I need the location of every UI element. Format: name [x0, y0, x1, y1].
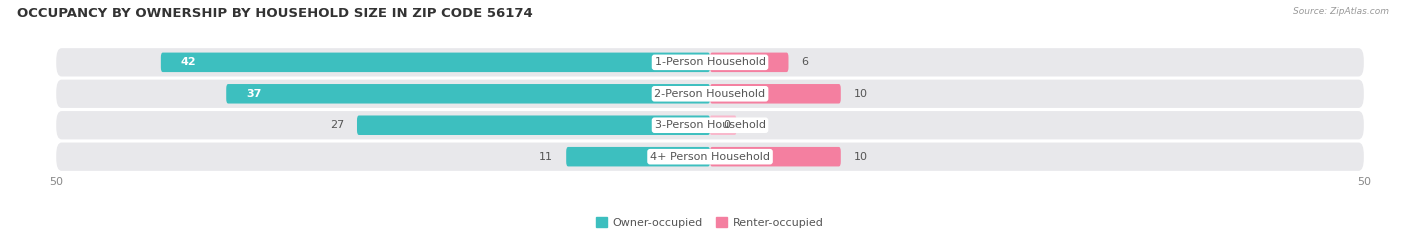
Text: 3-Person Household: 3-Person Household — [655, 120, 765, 130]
Text: 27: 27 — [329, 120, 344, 130]
Text: 10: 10 — [853, 152, 868, 162]
Text: 2-Person Household: 2-Person Household — [654, 89, 766, 99]
Text: 11: 11 — [538, 152, 553, 162]
FancyBboxPatch shape — [226, 84, 710, 103]
FancyBboxPatch shape — [710, 53, 789, 72]
Text: 6: 6 — [801, 57, 808, 67]
FancyBboxPatch shape — [357, 116, 710, 135]
FancyBboxPatch shape — [567, 147, 710, 166]
Text: Source: ZipAtlas.com: Source: ZipAtlas.com — [1294, 7, 1389, 16]
FancyBboxPatch shape — [160, 53, 710, 72]
FancyBboxPatch shape — [710, 84, 841, 103]
FancyBboxPatch shape — [56, 48, 1364, 76]
Text: OCCUPANCY BY OWNERSHIP BY HOUSEHOLD SIZE IN ZIP CODE 56174: OCCUPANCY BY OWNERSHIP BY HOUSEHOLD SIZE… — [17, 7, 533, 20]
FancyBboxPatch shape — [710, 147, 841, 166]
FancyBboxPatch shape — [56, 111, 1364, 139]
FancyBboxPatch shape — [56, 80, 1364, 108]
FancyBboxPatch shape — [56, 143, 1364, 171]
Text: 37: 37 — [246, 89, 262, 99]
Text: 0: 0 — [723, 120, 730, 130]
Legend: Owner-occupied, Renter-occupied: Owner-occupied, Renter-occupied — [592, 213, 828, 232]
Text: 4+ Person Household: 4+ Person Household — [650, 152, 770, 162]
Text: 10: 10 — [853, 89, 868, 99]
Text: 1-Person Household: 1-Person Household — [655, 57, 765, 67]
Text: 42: 42 — [180, 57, 195, 67]
FancyBboxPatch shape — [710, 116, 737, 135]
